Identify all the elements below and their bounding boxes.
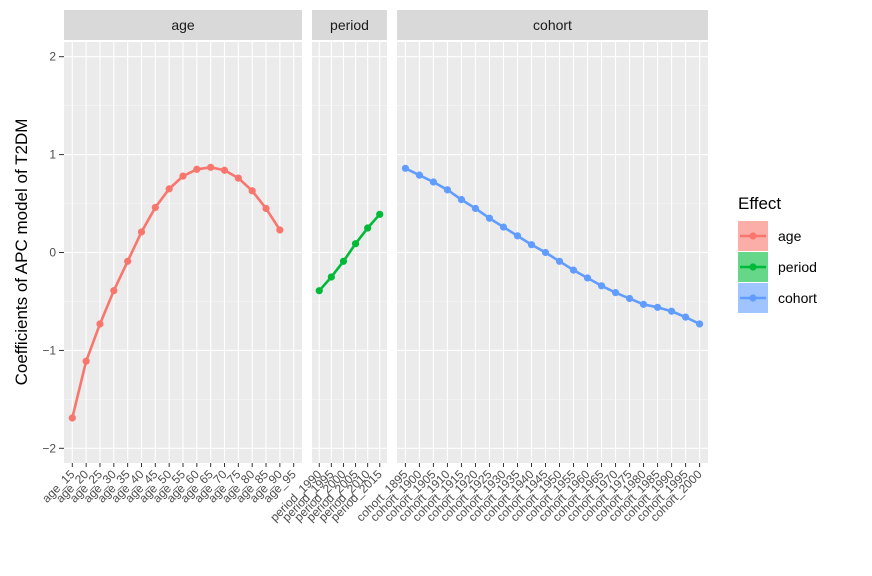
data-point-period <box>327 273 335 281</box>
data-point-cohort <box>569 266 578 274</box>
legend-key-point <box>749 263 757 271</box>
panel-cohort: cohortcohort_1895cohort_1900cohort_1905c… <box>353 10 708 524</box>
data-point-cohort <box>415 171 424 179</box>
data-point-cohort <box>611 289 620 297</box>
data-point-age <box>151 203 159 212</box>
data-point-cohort <box>695 320 704 328</box>
legend-item-period: period <box>738 252 817 282</box>
data-point-age <box>248 187 256 195</box>
data-point-cohort <box>597 282 606 290</box>
data-point-cohort <box>667 307 676 315</box>
data-point-age <box>234 174 242 182</box>
data-point-cohort <box>401 164 410 172</box>
data-point-age <box>220 166 229 174</box>
strip-label-cohort: cohort <box>533 17 572 33</box>
legend-title: Effect <box>738 194 781 213</box>
legend-item-cohort: cohort <box>738 283 817 313</box>
data-point-age <box>207 163 215 171</box>
data-point-age <box>110 287 118 295</box>
data-point-period <box>364 224 372 232</box>
data-point-cohort <box>555 257 564 265</box>
data-point-cohort <box>527 241 536 249</box>
panel-age: ageage_15age_20age_25age_30age_35age_40a… <box>39 10 302 505</box>
legend-label: cohort <box>778 290 817 306</box>
series-line-age <box>71 166 281 419</box>
data-point-cohort <box>513 232 522 240</box>
data-point-cohort <box>471 204 480 213</box>
data-point-cohort <box>541 248 550 257</box>
data-point-cohort <box>583 274 592 282</box>
y-tick-label: 2 <box>49 50 56 64</box>
data-point-cohort <box>443 186 452 194</box>
strip-period <box>312 10 387 40</box>
data-point-period <box>315 287 323 295</box>
legend-item-age: age <box>738 221 802 251</box>
y-tick-label: −2 <box>42 441 56 455</box>
legend-key-point <box>749 294 757 302</box>
data-point-period <box>376 210 384 218</box>
legend: Effect age period cohort <box>738 194 817 313</box>
data-point-cohort <box>653 303 662 311</box>
data-point-age <box>124 257 132 265</box>
data-point-age <box>276 226 284 234</box>
strip-label-age: age <box>171 17 195 33</box>
data-point-cohort <box>429 178 438 186</box>
data-point-cohort <box>499 223 508 231</box>
legend-key-point <box>749 232 757 240</box>
data-point-age <box>262 204 270 213</box>
data-point-age <box>137 228 146 236</box>
data-point-cohort <box>457 196 466 204</box>
data-point-cohort <box>485 214 494 222</box>
y-axis: −2 −1 0 1 2 <box>42 50 64 455</box>
strip-label-period: period <box>330 17 369 33</box>
y-tick-label: 1 <box>49 148 56 162</box>
data-point-period <box>351 240 360 248</box>
data-point-age <box>68 414 76 422</box>
strip-cohort <box>397 10 708 40</box>
strip-age <box>64 10 302 40</box>
legend-label: period <box>778 259 817 275</box>
data-point-period <box>339 257 348 265</box>
series-line-cohort <box>404 167 701 326</box>
data-point-age <box>165 185 173 193</box>
data-point-age <box>96 320 104 328</box>
data-point-age <box>193 165 201 173</box>
y-tick-label: −1 <box>42 343 56 357</box>
data-point-cohort <box>625 294 634 303</box>
data-point-cohort <box>639 300 648 308</box>
y-tick-label: 0 <box>49 246 56 260</box>
panels-layer: ageage_15age_20age_25age_30age_35age_40a… <box>39 10 708 524</box>
y-axis-label: Coefficients of APC model of T2DM <box>12 119 31 386</box>
data-point-age <box>82 357 90 365</box>
data-point-age <box>179 172 187 180</box>
legend-label: age <box>778 228 802 244</box>
data-point-cohort <box>681 313 690 321</box>
